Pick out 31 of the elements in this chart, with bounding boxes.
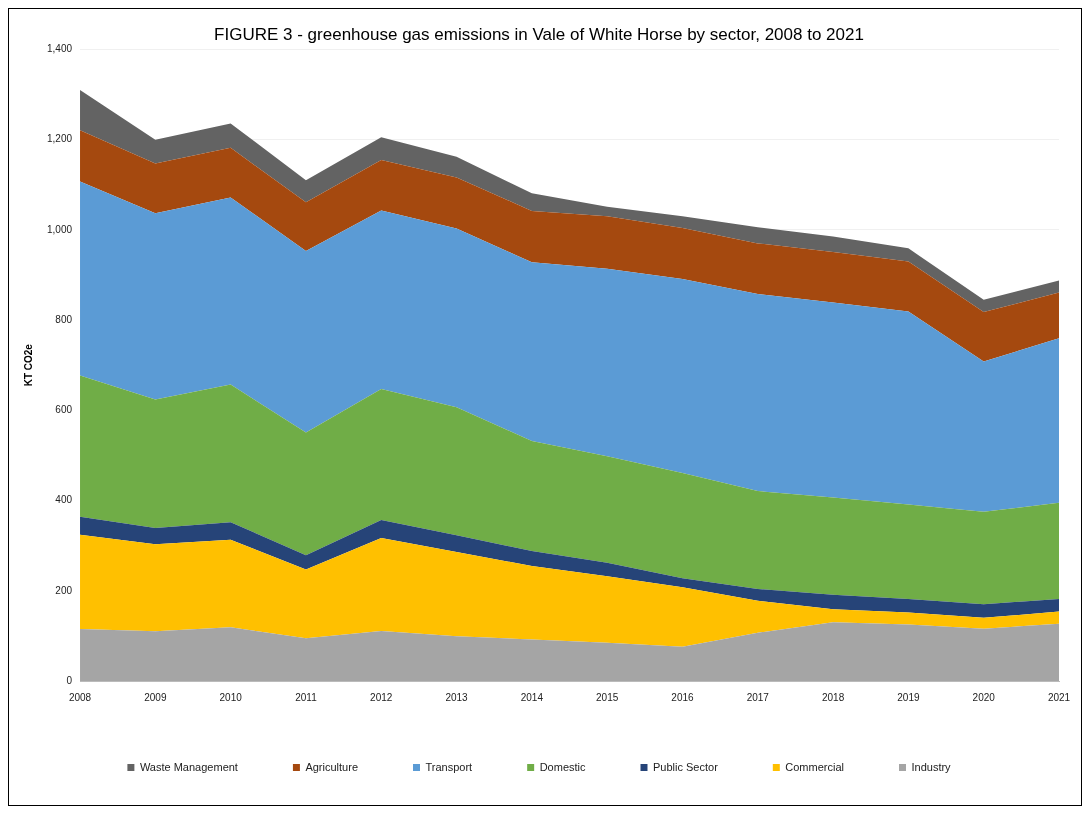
x-tick-label: 2008 <box>68 691 92 703</box>
x-tick-label: 2020 <box>972 691 996 703</box>
x-tick-label: 2021 <box>1047 691 1071 703</box>
x-tick-label: 2011 <box>295 691 318 703</box>
legend-label: Industry <box>911 760 952 773</box>
x-tick-label: 2012 <box>370 691 393 703</box>
y-tick-label: 1,000 <box>46 223 73 235</box>
y-tick-label: 0 <box>66 674 73 686</box>
x-tick-label: 2017 <box>746 691 770 703</box>
legend-label: Domestic <box>539 760 586 773</box>
chart-title: FIGURE 3 - greenhouse gas emissions in Vale of White Horse by sector, 2008 to 2021 <box>214 24 864 44</box>
y-tick-label: 200 <box>55 584 73 596</box>
x-tick-label: 2013 <box>445 691 469 703</box>
legend-label: Commercial <box>785 760 844 773</box>
y-tick-label: 400 <box>55 494 73 506</box>
y-tick-label: 800 <box>55 313 73 325</box>
x-tick-label: 2019 <box>897 691 920 703</box>
y-axis-title: KT CO2e <box>22 343 34 387</box>
x-tick-label: 2009 <box>144 691 167 703</box>
legend-label: Transport <box>425 760 473 773</box>
y-tick-label: 600 <box>55 404 73 416</box>
legend-label: Waste Management <box>139 760 238 773</box>
legend-label: Agriculture <box>305 760 358 773</box>
x-tick-label: 2010 <box>219 691 243 703</box>
x-tick-label: 2014 <box>520 691 544 703</box>
x-tick-label: 2016 <box>671 691 695 703</box>
y-tick-label: 1,400 <box>46 43 73 55</box>
x-tick-label: 2015 <box>596 691 619 703</box>
legend-label: Public Sector <box>653 760 719 773</box>
x-tick-label: 2018 <box>821 691 845 703</box>
y-tick-label: 1,200 <box>46 133 73 145</box>
